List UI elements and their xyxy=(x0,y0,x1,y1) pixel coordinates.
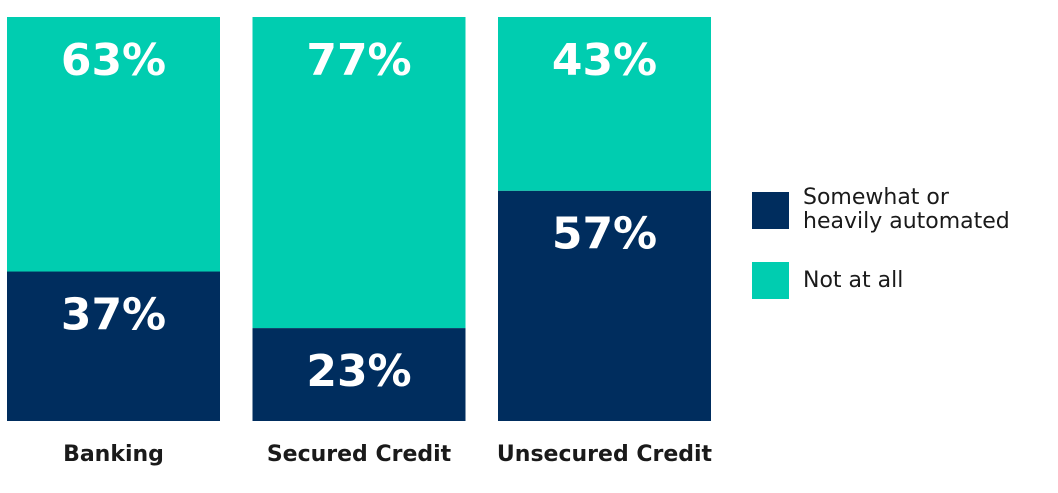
legend-swatch xyxy=(752,191,789,229)
legend-swatch xyxy=(752,262,789,299)
bar-segment xyxy=(252,17,466,329)
bar-segment xyxy=(7,17,220,272)
legend-label: Somewhat or heavily automated xyxy=(803,185,1010,234)
data-label: 43% xyxy=(552,35,657,86)
bar-segment xyxy=(7,271,220,421)
legend: Somewhat or heavily automated Not at all xyxy=(752,186,1052,327)
x-tick-label: Secured Credit xyxy=(267,442,452,467)
data-label: 77% xyxy=(306,35,411,86)
data-label: 63% xyxy=(61,35,166,86)
bar-segment xyxy=(498,17,711,191)
x-tick-label: Banking xyxy=(63,442,164,467)
data-label: 37% xyxy=(61,290,166,341)
x-tick-label: Unsecured Credit xyxy=(497,442,713,467)
bar-segment xyxy=(498,190,711,421)
legend-label: Not at all xyxy=(803,267,904,293)
bar-segment xyxy=(252,328,466,421)
legend-item: Not at all xyxy=(752,262,1052,299)
legend-item: Somewhat or heavily automated xyxy=(752,186,1052,234)
data-label: 23% xyxy=(306,346,411,397)
chart: 37% 63% Banking 23% 77% Secured Credit 57% 43% U… xyxy=(7,17,713,467)
data-label: 57% xyxy=(552,209,657,260)
